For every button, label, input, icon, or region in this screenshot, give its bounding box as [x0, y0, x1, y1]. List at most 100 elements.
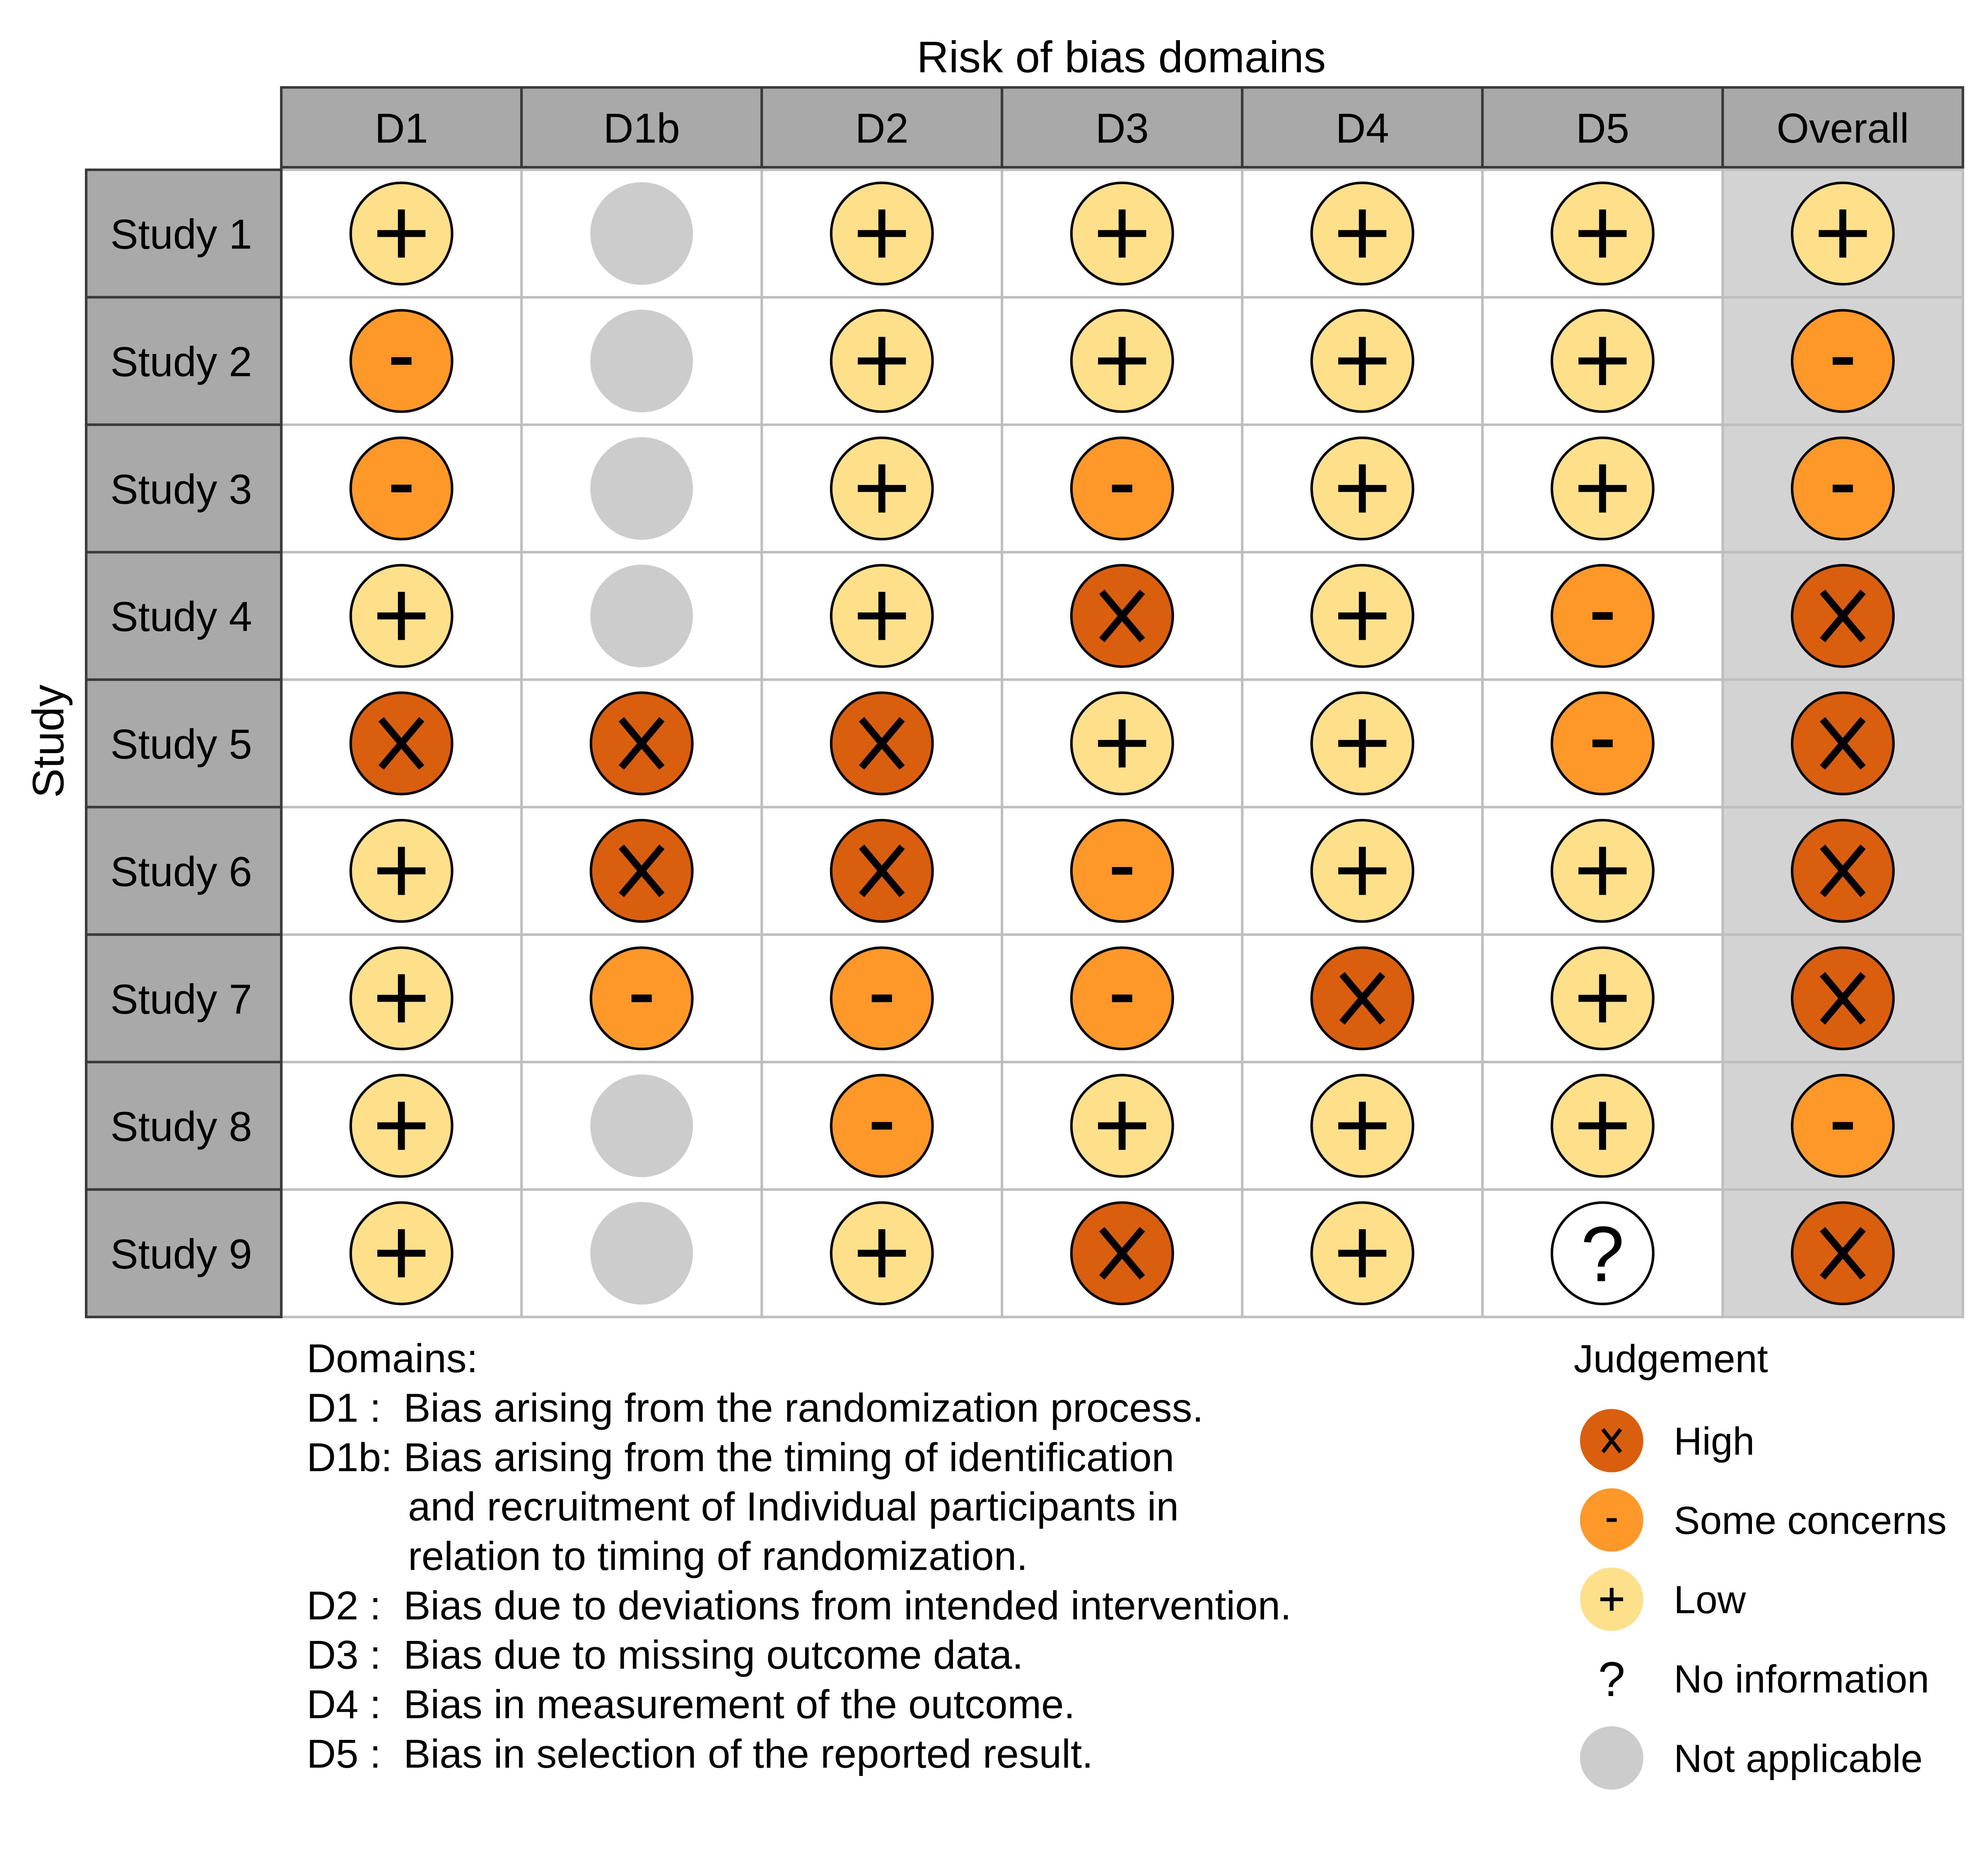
judgement-symbol-low	[1098, 337, 1146, 385]
cross-icon-stroke	[1099, 589, 1145, 643]
domain-note-line: and recruitment of Individual participan…	[306, 1484, 1179, 1529]
column-header-cell	[1241, 86, 1484, 169]
judgement-symbol-low	[1578, 1101, 1627, 1150]
legend-item-low: Low	[1580, 1567, 1746, 1631]
judgement-mark-some-concerns	[1550, 564, 1655, 668]
judgement-mark-high	[1310, 946, 1414, 1050]
judgement-mark-low	[1550, 819, 1655, 923]
judgement-mark-some-concerns	[1070, 819, 1174, 923]
judgement-symbol-low	[858, 337, 906, 385]
study-label: Study 2	[110, 339, 252, 385]
judgement-mark-not-applicable	[590, 1202, 693, 1305]
judgement-legend: High Some concerns Low ? No information Not a…	[1580, 1409, 1947, 1790]
judgement-mark-high	[1070, 1201, 1174, 1306]
study-axis-label: Study	[23, 684, 73, 798]
cross-icon-stroke	[618, 844, 665, 897]
judgement-mark-some-concerns	[1070, 436, 1174, 541]
study-label-cell	[84, 551, 283, 681]
column-header-cell	[760, 86, 1004, 169]
judgement-mark-not-applicable	[590, 437, 693, 540]
cross-icon-stroke	[1820, 717, 1866, 770]
judgement-symbol-high	[1820, 972, 1866, 1025]
legend-plus-icon	[1600, 1588, 1623, 1611]
judgement-circle	[1550, 1201, 1655, 1306]
column-header-label: D1b	[603, 105, 680, 152]
legend-item-high: High	[1580, 1409, 1754, 1472]
column-header-cell	[280, 86, 523, 169]
judgement-mark-some-concerns	[1790, 436, 1895, 541]
legend-label: Low	[1674, 1578, 1746, 1622]
judgement-symbol-high	[618, 844, 665, 897]
judgement-circle	[590, 1202, 693, 1305]
judgement-mark-not-applicable	[590, 182, 693, 285]
legend-item-not-applicable: Not applicable	[1580, 1726, 1923, 1790]
judgement-symbol-high	[378, 717, 425, 770]
judgement-symbol-low	[1578, 847, 1627, 895]
judgement-symbol-low	[858, 1229, 906, 1277]
legend-label: Some concerns	[1674, 1499, 1947, 1543]
judgement-circle	[590, 309, 693, 412]
judgement-symbol-low	[377, 1229, 426, 1277]
judgement-symbol-low	[858, 464, 906, 513]
judgement-mark-low	[349, 819, 454, 923]
judgement-grid: D1 D1b D2 D3 D4 D5 Overall Study 1 Study 2 Study …	[84, 86, 1964, 1318]
judgement-mark-low	[1310, 181, 1414, 286]
column-header-cell	[1721, 86, 1964, 169]
question-icon-glyph: ?	[1598, 1652, 1625, 1706]
judgement-mark-low	[830, 1201, 934, 1306]
judgement-circle	[590, 182, 693, 285]
judgement-symbol-low	[1578, 337, 1627, 385]
judgement-symbol-high	[1820, 844, 1866, 897]
cross-icon-stroke	[859, 717, 905, 770]
legend-item-no-information: ? No information	[1598, 1652, 1929, 1706]
judgement-mark-some-concerns	[1070, 946, 1174, 1050]
judgement-mark-low	[1550, 436, 1655, 541]
legend-label: High	[1674, 1419, 1754, 1463]
judgement-symbol-low	[1578, 209, 1627, 258]
study-label: Study 5	[110, 721, 252, 768]
column-header-label: D1	[375, 105, 428, 152]
judgement-symbol-low	[377, 1101, 426, 1150]
judgement-mark-low	[1310, 564, 1414, 668]
judgement-circle	[590, 564, 693, 667]
legend-question-icon: ?	[1598, 1652, 1625, 1706]
study-label: Study 3	[110, 466, 252, 513]
judgement-symbol-low	[1338, 464, 1387, 513]
cross-icon-stroke	[859, 844, 905, 897]
judgement-mark-low	[1310, 691, 1414, 795]
judgement-symbol-low	[1338, 337, 1387, 385]
judgement-mark-low	[349, 1201, 454, 1306]
judgement-symbol-low	[1338, 719, 1387, 768]
judgement-symbol-low	[377, 592, 426, 640]
judgement-mark-some-concerns	[349, 436, 454, 541]
study-label-cell	[84, 933, 283, 1064]
study-label-cell	[84, 1188, 283, 1318]
study-label: Study 4	[110, 594, 252, 640]
study-label-cell	[84, 423, 283, 554]
judgement-symbol-high	[1820, 717, 1866, 770]
legend-label: Not applicable	[1674, 1737, 1923, 1780]
study-label: Study 8	[110, 1104, 252, 1150]
judgement-mark-high	[1790, 564, 1895, 668]
judgement-mark-low	[1790, 181, 1895, 286]
judgement-symbol-low	[858, 209, 906, 258]
domain-note-line: D1b: Bias arising from the timing of ide…	[306, 1434, 1174, 1480]
judgement-symbol-low	[858, 592, 906, 640]
judgement-symbol-high	[859, 844, 905, 897]
judgement-mark-low	[349, 946, 454, 1050]
judgement-symbol-low	[1578, 464, 1627, 513]
judgement-mark-low	[830, 564, 934, 668]
judgement-symbol-no-information: ?	[1581, 1210, 1624, 1298]
domain-note-line: D2 : Bias due to deviations from intende…	[306, 1583, 1291, 1628]
judgement-mark-some-concerns	[1550, 691, 1655, 795]
cross-icon-stroke	[378, 717, 425, 770]
judgement-mark-high	[349, 691, 454, 795]
judgement-mark-low	[1070, 181, 1174, 286]
cross-icon-stroke	[1820, 589, 1866, 643]
judgement-mark-high	[830, 691, 934, 795]
judgement-symbol-high	[618, 717, 665, 770]
judgement-mark-not-applicable	[590, 564, 693, 667]
judgement-mark-some-concerns	[830, 946, 934, 1050]
judgement-mark-low	[1550, 946, 1655, 1050]
